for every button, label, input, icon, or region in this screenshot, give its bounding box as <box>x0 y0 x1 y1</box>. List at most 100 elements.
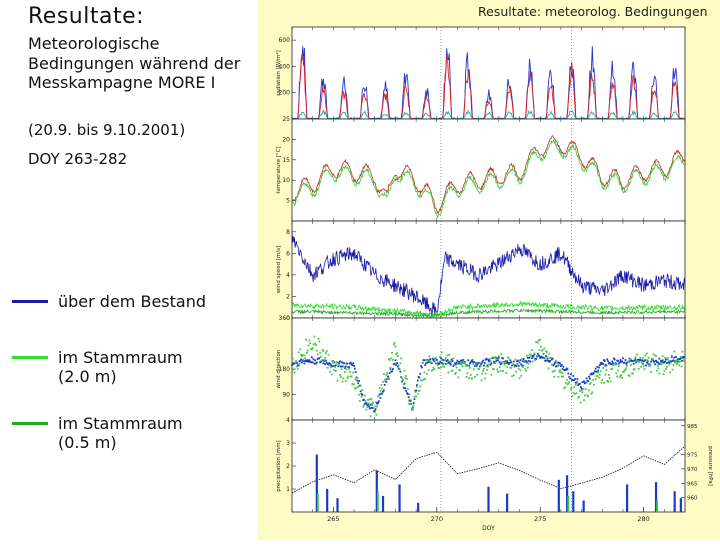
data-point <box>454 363 457 366</box>
data-point <box>562 365 565 368</box>
data-point <box>547 367 550 370</box>
data-point <box>395 364 398 366</box>
precip-bar <box>375 470 378 512</box>
data-point <box>621 360 624 363</box>
pressure-line <box>291 445 686 494</box>
data-point <box>507 361 509 364</box>
data-point <box>569 377 571 380</box>
data-point <box>425 362 427 365</box>
data-point <box>498 361 501 364</box>
data-point <box>445 360 448 362</box>
data-point <box>550 363 553 366</box>
data-point <box>371 403 374 405</box>
data-point <box>646 359 649 362</box>
data-point <box>589 373 592 376</box>
data-point <box>646 361 648 364</box>
data-point <box>616 375 619 378</box>
data-point <box>402 386 405 389</box>
data-point <box>375 401 378 404</box>
data-point <box>512 360 515 363</box>
data-point <box>536 341 539 344</box>
data-point <box>528 356 531 359</box>
data-point <box>294 361 297 364</box>
data-point <box>654 363 657 366</box>
data-point <box>439 355 441 358</box>
data-point <box>452 357 455 360</box>
data-point <box>512 374 515 377</box>
data-point <box>293 371 296 374</box>
data-point <box>352 362 355 365</box>
data-point <box>624 368 627 371</box>
data-point <box>580 387 583 390</box>
data-point <box>573 379 576 382</box>
data-point <box>338 362 341 365</box>
data-point <box>482 359 485 362</box>
data-point <box>473 368 475 371</box>
data-point <box>440 351 443 354</box>
data-point <box>644 359 647 362</box>
data-point <box>487 358 489 361</box>
data-point <box>458 361 461 363</box>
data-point <box>324 356 326 359</box>
data-point <box>535 358 537 361</box>
data-point <box>394 359 397 362</box>
data-point <box>460 359 463 362</box>
data-point <box>397 355 399 357</box>
data-point <box>488 360 490 363</box>
data-point <box>515 365 518 367</box>
slide-subtitle: Meteorologische Bedingungen während der … <box>28 34 241 92</box>
data-point <box>362 405 365 408</box>
data-point <box>544 357 547 360</box>
data-point <box>368 398 371 401</box>
data-point <box>438 362 441 365</box>
data-point <box>465 376 468 378</box>
data-point <box>403 369 406 372</box>
data-point <box>353 365 355 367</box>
data-point <box>356 379 359 382</box>
data-point <box>670 354 673 357</box>
data-point <box>622 371 625 373</box>
data-point <box>661 355 664 358</box>
data-point <box>480 362 483 365</box>
data-point <box>588 377 591 380</box>
data-point <box>641 359 643 362</box>
data-point <box>551 357 554 360</box>
data-point <box>426 360 429 362</box>
data-point <box>633 368 636 370</box>
y-tick-label: 360 <box>279 315 291 322</box>
data-point <box>440 357 442 360</box>
data-point <box>379 390 382 392</box>
data-point <box>514 358 517 361</box>
series-line-wind_speed <box>291 231 686 316</box>
data-point <box>298 362 301 365</box>
data-point <box>581 391 584 393</box>
data-point <box>668 361 671 364</box>
y-tick-label: 3 <box>286 440 290 447</box>
data-point <box>629 358 632 360</box>
data-point <box>454 362 456 365</box>
data-point <box>415 389 418 392</box>
y-axis-label: wind speed [m/s] <box>276 246 282 293</box>
data-point <box>473 375 476 378</box>
data-point <box>402 383 405 386</box>
x-axis-label: DOY <box>482 525 495 532</box>
data-point <box>597 369 600 372</box>
data-point <box>612 362 614 365</box>
data-point <box>351 383 354 386</box>
data-point <box>592 379 595 381</box>
data-point <box>418 389 421 392</box>
x-tick-label: 270 <box>431 515 443 523</box>
panel-frame-wind_speed <box>291 220 686 319</box>
data-point <box>344 380 347 382</box>
data-point <box>580 389 583 392</box>
data-point <box>510 366 513 369</box>
data-point <box>646 352 648 355</box>
data-point <box>679 356 682 358</box>
data-point <box>673 356 676 359</box>
data-point <box>459 361 462 364</box>
data-point <box>334 366 336 368</box>
data-point <box>538 355 541 357</box>
data-point <box>399 370 402 373</box>
data-point <box>434 359 437 362</box>
data-point <box>305 360 308 363</box>
